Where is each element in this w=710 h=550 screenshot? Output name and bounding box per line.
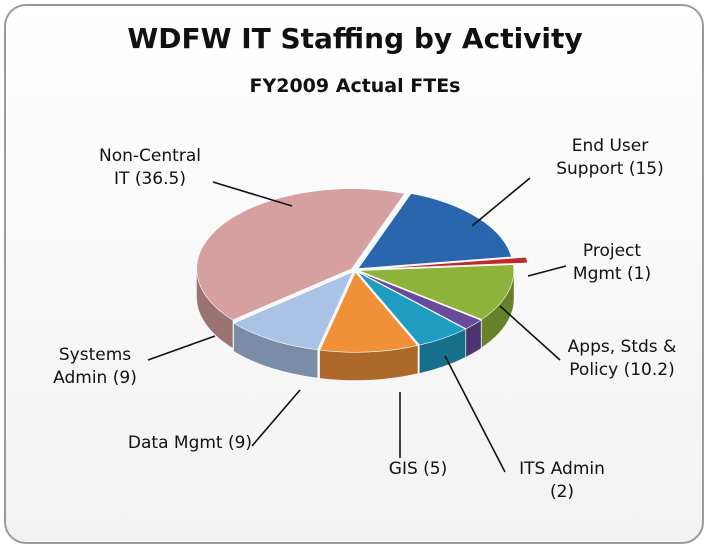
slice-label: Non-Central IT (36.5) bbox=[99, 146, 201, 189]
slice bbox=[357, 271, 482, 330]
slice-label: Data Mgmt (9) bbox=[127, 433, 253, 453]
leader-line bbox=[212, 181, 293, 207]
chart-title: WDFW IT Staffing by Activity bbox=[127, 22, 583, 55]
slice-label: End User Support (15) bbox=[556, 136, 664, 179]
slice-label: GIS (5) bbox=[388, 459, 448, 479]
slice-side bbox=[319, 345, 418, 381]
leader-line bbox=[444, 355, 506, 473]
slice bbox=[357, 193, 512, 269]
leader-line bbox=[147, 335, 216, 361]
slice bbox=[357, 271, 467, 346]
slice bbox=[319, 271, 419, 353]
slice bbox=[233, 271, 354, 351]
slice-label: ITS Admin (2) bbox=[519, 459, 605, 502]
slice-side bbox=[233, 323, 318, 378]
slice-label: Apps, Stds & Policy (10.2) bbox=[567, 337, 677, 380]
slice-label: Systems Admin (9) bbox=[53, 345, 137, 388]
slice-side bbox=[419, 329, 466, 374]
leader-line bbox=[251, 389, 301, 447]
slice-side bbox=[196, 268, 233, 348]
slice-side bbox=[466, 320, 481, 357]
leader-line bbox=[527, 265, 567, 277]
slice bbox=[196, 188, 406, 321]
chart-subtitle: FY2009 Actual FTEs bbox=[249, 75, 461, 97]
slice bbox=[358, 264, 515, 320]
chart-frame bbox=[4, 4, 704, 544]
slice bbox=[372, 256, 528, 270]
leader-line bbox=[471, 177, 531, 227]
slice-side bbox=[481, 270, 514, 348]
leader-line bbox=[499, 305, 561, 361]
slice-label: Project Mgmt (1) bbox=[572, 241, 652, 284]
